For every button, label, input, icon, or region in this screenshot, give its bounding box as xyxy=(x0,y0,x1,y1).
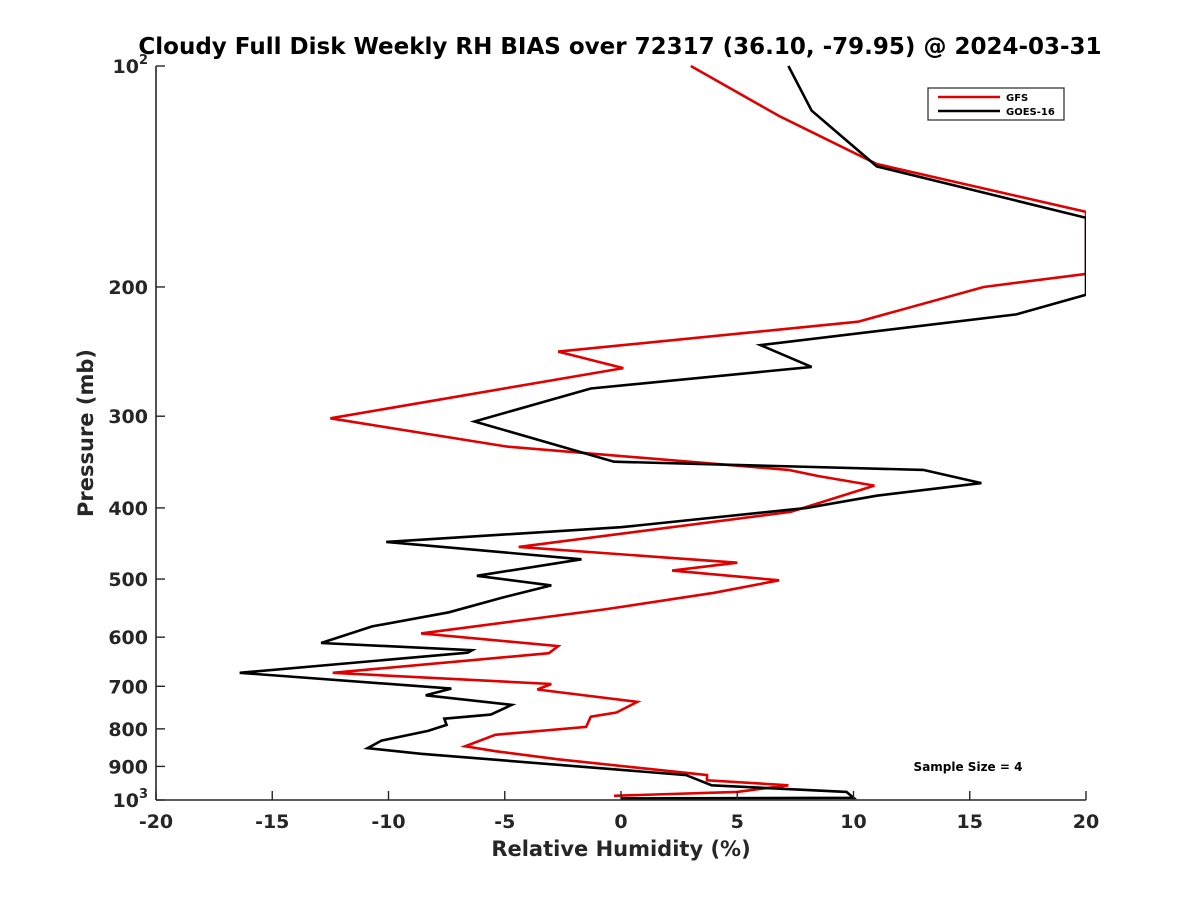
plot-area: -20 -15 -10 -5 0 5 10 15 20 102 200 300 400 500 600 700… xyxy=(108,53,1099,833)
y-tick-label: 200 xyxy=(108,277,148,299)
y-tick-label: 600 xyxy=(108,627,148,649)
y-tick-label: 800 xyxy=(108,719,148,741)
y-tick-label: 300 xyxy=(108,406,148,428)
y-tick-label: 102 xyxy=(113,53,149,78)
y-axis-label: Pressure (mb) xyxy=(74,349,98,517)
x-tick-label: 5 xyxy=(731,811,744,833)
series-line-goes-16 xyxy=(239,65,1086,800)
x-tick-label: -5 xyxy=(494,811,515,833)
y-tick-label: 500 xyxy=(108,569,148,591)
x-tick-label: -15 xyxy=(255,811,289,833)
legend-label-goes16: GOES-16 xyxy=(1006,107,1055,118)
series-layer xyxy=(239,64,1086,800)
y-tick-label: 103 xyxy=(113,787,149,812)
axes-layer: -20 -15 -10 -5 0 5 10 15 20 102 200 300 400 500 600 700… xyxy=(108,53,1099,833)
x-tick-label: 15 xyxy=(957,811,983,833)
x-tick-label: -10 xyxy=(371,811,405,833)
legend-label-gfs: GFS xyxy=(1006,93,1028,104)
x-tick-label: 10 xyxy=(840,811,866,833)
x-tick-label: 20 xyxy=(1073,811,1099,833)
x-axis-label: Relative Humidity (%) xyxy=(491,837,750,861)
legend: GFS GOES-16 xyxy=(927,87,1065,121)
x-tick-label: 0 xyxy=(614,811,627,833)
legend-box xyxy=(927,87,1065,121)
y-tick-label: 700 xyxy=(108,676,148,698)
sample-size-annotation: Sample Size = 4 xyxy=(914,760,1023,774)
x-tick-label: -20 xyxy=(139,811,173,833)
y-tick-label: 900 xyxy=(108,756,148,778)
y-tick-label: 400 xyxy=(108,498,148,520)
chart-title: Cloudy Full Disk Weekly RH BIAS over 723… xyxy=(138,34,1101,60)
series-line-gfs xyxy=(330,64,1086,798)
